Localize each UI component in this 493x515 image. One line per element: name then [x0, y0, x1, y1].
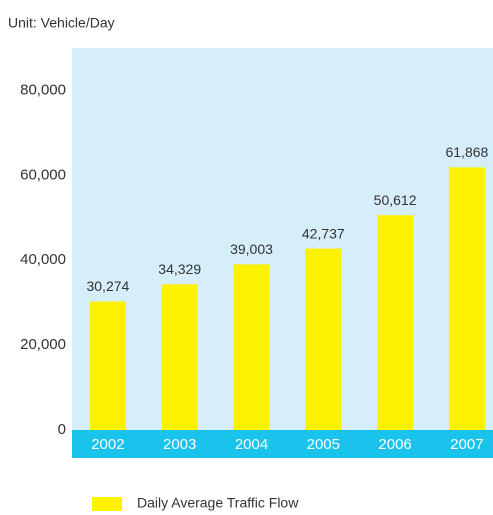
value-label: 34,329	[158, 261, 201, 277]
x-tick-label: 2002	[91, 436, 124, 453]
x-tick-label: 2006	[378, 436, 411, 453]
bar	[89, 301, 126, 430]
category-band	[72, 430, 493, 458]
value-label: 61,868	[445, 144, 488, 160]
value-label: 30,274	[86, 278, 129, 294]
x-tick-label: 2003	[163, 436, 196, 453]
y-tick-label: 80,000	[20, 81, 66, 98]
bar	[377, 215, 414, 430]
bar	[233, 264, 270, 430]
x-tick-label: 2004	[235, 436, 268, 453]
y-tick-label: 20,000	[20, 336, 66, 353]
value-label: 39,003	[230, 241, 273, 257]
x-tick-label: 2005	[307, 436, 340, 453]
plot-background	[72, 48, 493, 430]
y-tick-label: 60,000	[20, 166, 66, 183]
x-tick-label: 2007	[450, 436, 483, 453]
y-tick-label: 40,000	[20, 251, 66, 268]
unit-label: Unit: Vehicle/Day	[8, 15, 115, 31]
bar	[161, 284, 198, 430]
legend-label: Daily Average Traffic Flow	[137, 495, 299, 511]
legend-swatch	[92, 497, 122, 511]
y-tick-label: 0	[58, 421, 66, 438]
value-label: 42,737	[302, 225, 345, 241]
bar	[448, 167, 485, 430]
bar	[305, 248, 342, 430]
value-label: 50,612	[374, 192, 417, 208]
